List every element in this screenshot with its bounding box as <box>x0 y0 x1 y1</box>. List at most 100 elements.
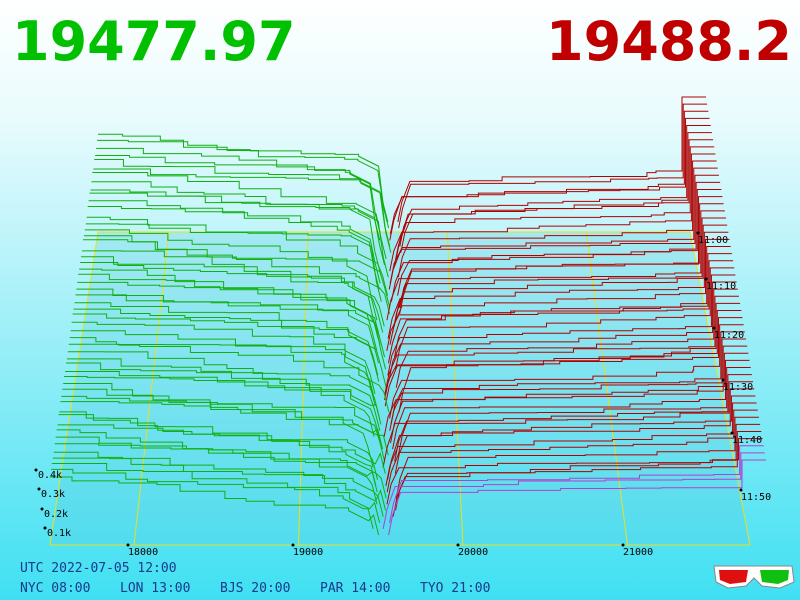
time-label: 11:20 <box>714 330 744 341</box>
ask-depth-line <box>387 260 734 364</box>
bid-depth-line <box>55 436 387 499</box>
depth-tick <box>34 468 38 472</box>
bid-depth-line <box>54 443 378 505</box>
bid-price: 19477.97 <box>12 10 296 73</box>
ask-depth-line <box>386 210 725 321</box>
bid-depth-line <box>76 288 379 364</box>
utc-time: UTC 2022-07-05 12:00 <box>20 561 177 576</box>
floor-grid-line <box>585 231 628 546</box>
ask-depth-line <box>395 267 735 370</box>
timezone: PAR 14:00 <box>320 581 390 596</box>
depth-label: 0.3k <box>41 489 65 500</box>
bid-depth-line <box>68 343 390 413</box>
bid-depth-line <box>72 313 387 388</box>
bid-depth-line <box>86 216 389 296</box>
ask-depth-line <box>383 345 748 437</box>
timezone: BJS 20:00 <box>220 581 290 596</box>
time-tick <box>739 488 743 492</box>
time-label: 11:30 <box>723 382 753 393</box>
bid-depth-line <box>57 424 377 487</box>
price-tick <box>126 543 130 547</box>
bid-depth-line <box>83 235 391 315</box>
ask-depth-line <box>382 381 754 468</box>
ask-depth-line <box>389 117 710 241</box>
ask-depth-line <box>384 295 739 394</box>
ask-depth-line <box>389 238 730 345</box>
bid-depth-line <box>78 273 378 352</box>
floor-grid-line <box>298 231 309 546</box>
ask-depth-line <box>392 438 763 517</box>
bid-depth-line <box>93 168 392 253</box>
bid-depth-line <box>94 159 391 247</box>
price-label: 21000 <box>623 547 653 558</box>
ask-depth-line <box>397 181 721 296</box>
ask-depth-line <box>385 402 757 487</box>
timezone: NYC 08:00 <box>20 581 90 596</box>
depth-label: 0.1k <box>47 528 71 539</box>
ask-depth-line <box>394 253 732 358</box>
ask-depth-line <box>387 231 729 339</box>
bid-depth-line <box>91 181 386 266</box>
bid-depth-line <box>87 206 380 290</box>
bid-depth-line <box>58 414 379 480</box>
ask-depth-line <box>387 395 756 480</box>
price-tick <box>291 543 295 547</box>
bid-depth-line <box>75 294 387 370</box>
ask-depth-line <box>399 124 711 247</box>
bid-depth-line <box>66 358 382 425</box>
bid-depth-line <box>95 155 381 241</box>
axis-labels: 0.4k 0.3k 0.2k 0.1k 18000 19000 20000 21000 11:0… <box>34 231 771 558</box>
bid-depth-line <box>89 192 389 278</box>
3d-glasses-icon <box>713 565 795 589</box>
ask-depth-line <box>389 153 716 272</box>
bid-depth-line <box>63 382 384 450</box>
ask-depth-line <box>388 281 737 382</box>
depth-tick <box>40 507 44 511</box>
time-tick <box>721 378 725 382</box>
price-label: 19000 <box>293 547 323 558</box>
ask-depth-line <box>390 352 749 444</box>
ask-depth-line <box>388 174 719 290</box>
ask-depth-line <box>395 416 759 499</box>
bid-depth-line <box>85 223 382 302</box>
ask-depth-line <box>389 167 718 284</box>
bid-depth-line <box>66 362 381 431</box>
depth-tick <box>37 487 41 491</box>
price-label: 20000 <box>458 547 488 558</box>
bid-depth-line <box>64 376 382 444</box>
time-tick <box>712 326 716 330</box>
bid-depth-line <box>73 308 380 382</box>
ask-depth-line <box>397 96 706 223</box>
bid-depth-line <box>70 330 376 401</box>
bid-depth-line <box>71 321 376 394</box>
bid-depth-line <box>61 395 386 462</box>
ask-depth-line <box>384 310 742 407</box>
timezone: LON 13:00 <box>120 581 190 596</box>
bid-depth-line <box>84 229 391 309</box>
ask-depth-line <box>398 103 708 229</box>
ask-depth-line <box>395 431 762 511</box>
bid-depth-line <box>69 337 376 407</box>
ask-depth-line <box>398 317 743 413</box>
bid-depth-line <box>88 200 381 284</box>
bid-depth-line <box>79 268 381 345</box>
ask-depth-line <box>395 139 714 259</box>
ask-depth-line <box>392 359 750 450</box>
ask-depth-line <box>397 160 717 278</box>
ask-depth-line <box>389 110 709 235</box>
ask-depth-line <box>387 274 736 376</box>
bid-depth-line <box>53 451 387 511</box>
ask-price: 19488.2 <box>546 10 792 73</box>
bid-depth-line <box>50 468 374 529</box>
ask-depth-line <box>393 217 726 327</box>
price-tick <box>456 543 460 547</box>
bid-depth-line <box>60 401 374 468</box>
time-tick <box>696 231 700 235</box>
bid-depth-line <box>77 281 386 358</box>
ask-depth-line <box>390 189 722 302</box>
bid-depth-line <box>67 351 381 419</box>
bid-depth-line <box>59 411 386 474</box>
bid-depth-line <box>82 239 378 321</box>
